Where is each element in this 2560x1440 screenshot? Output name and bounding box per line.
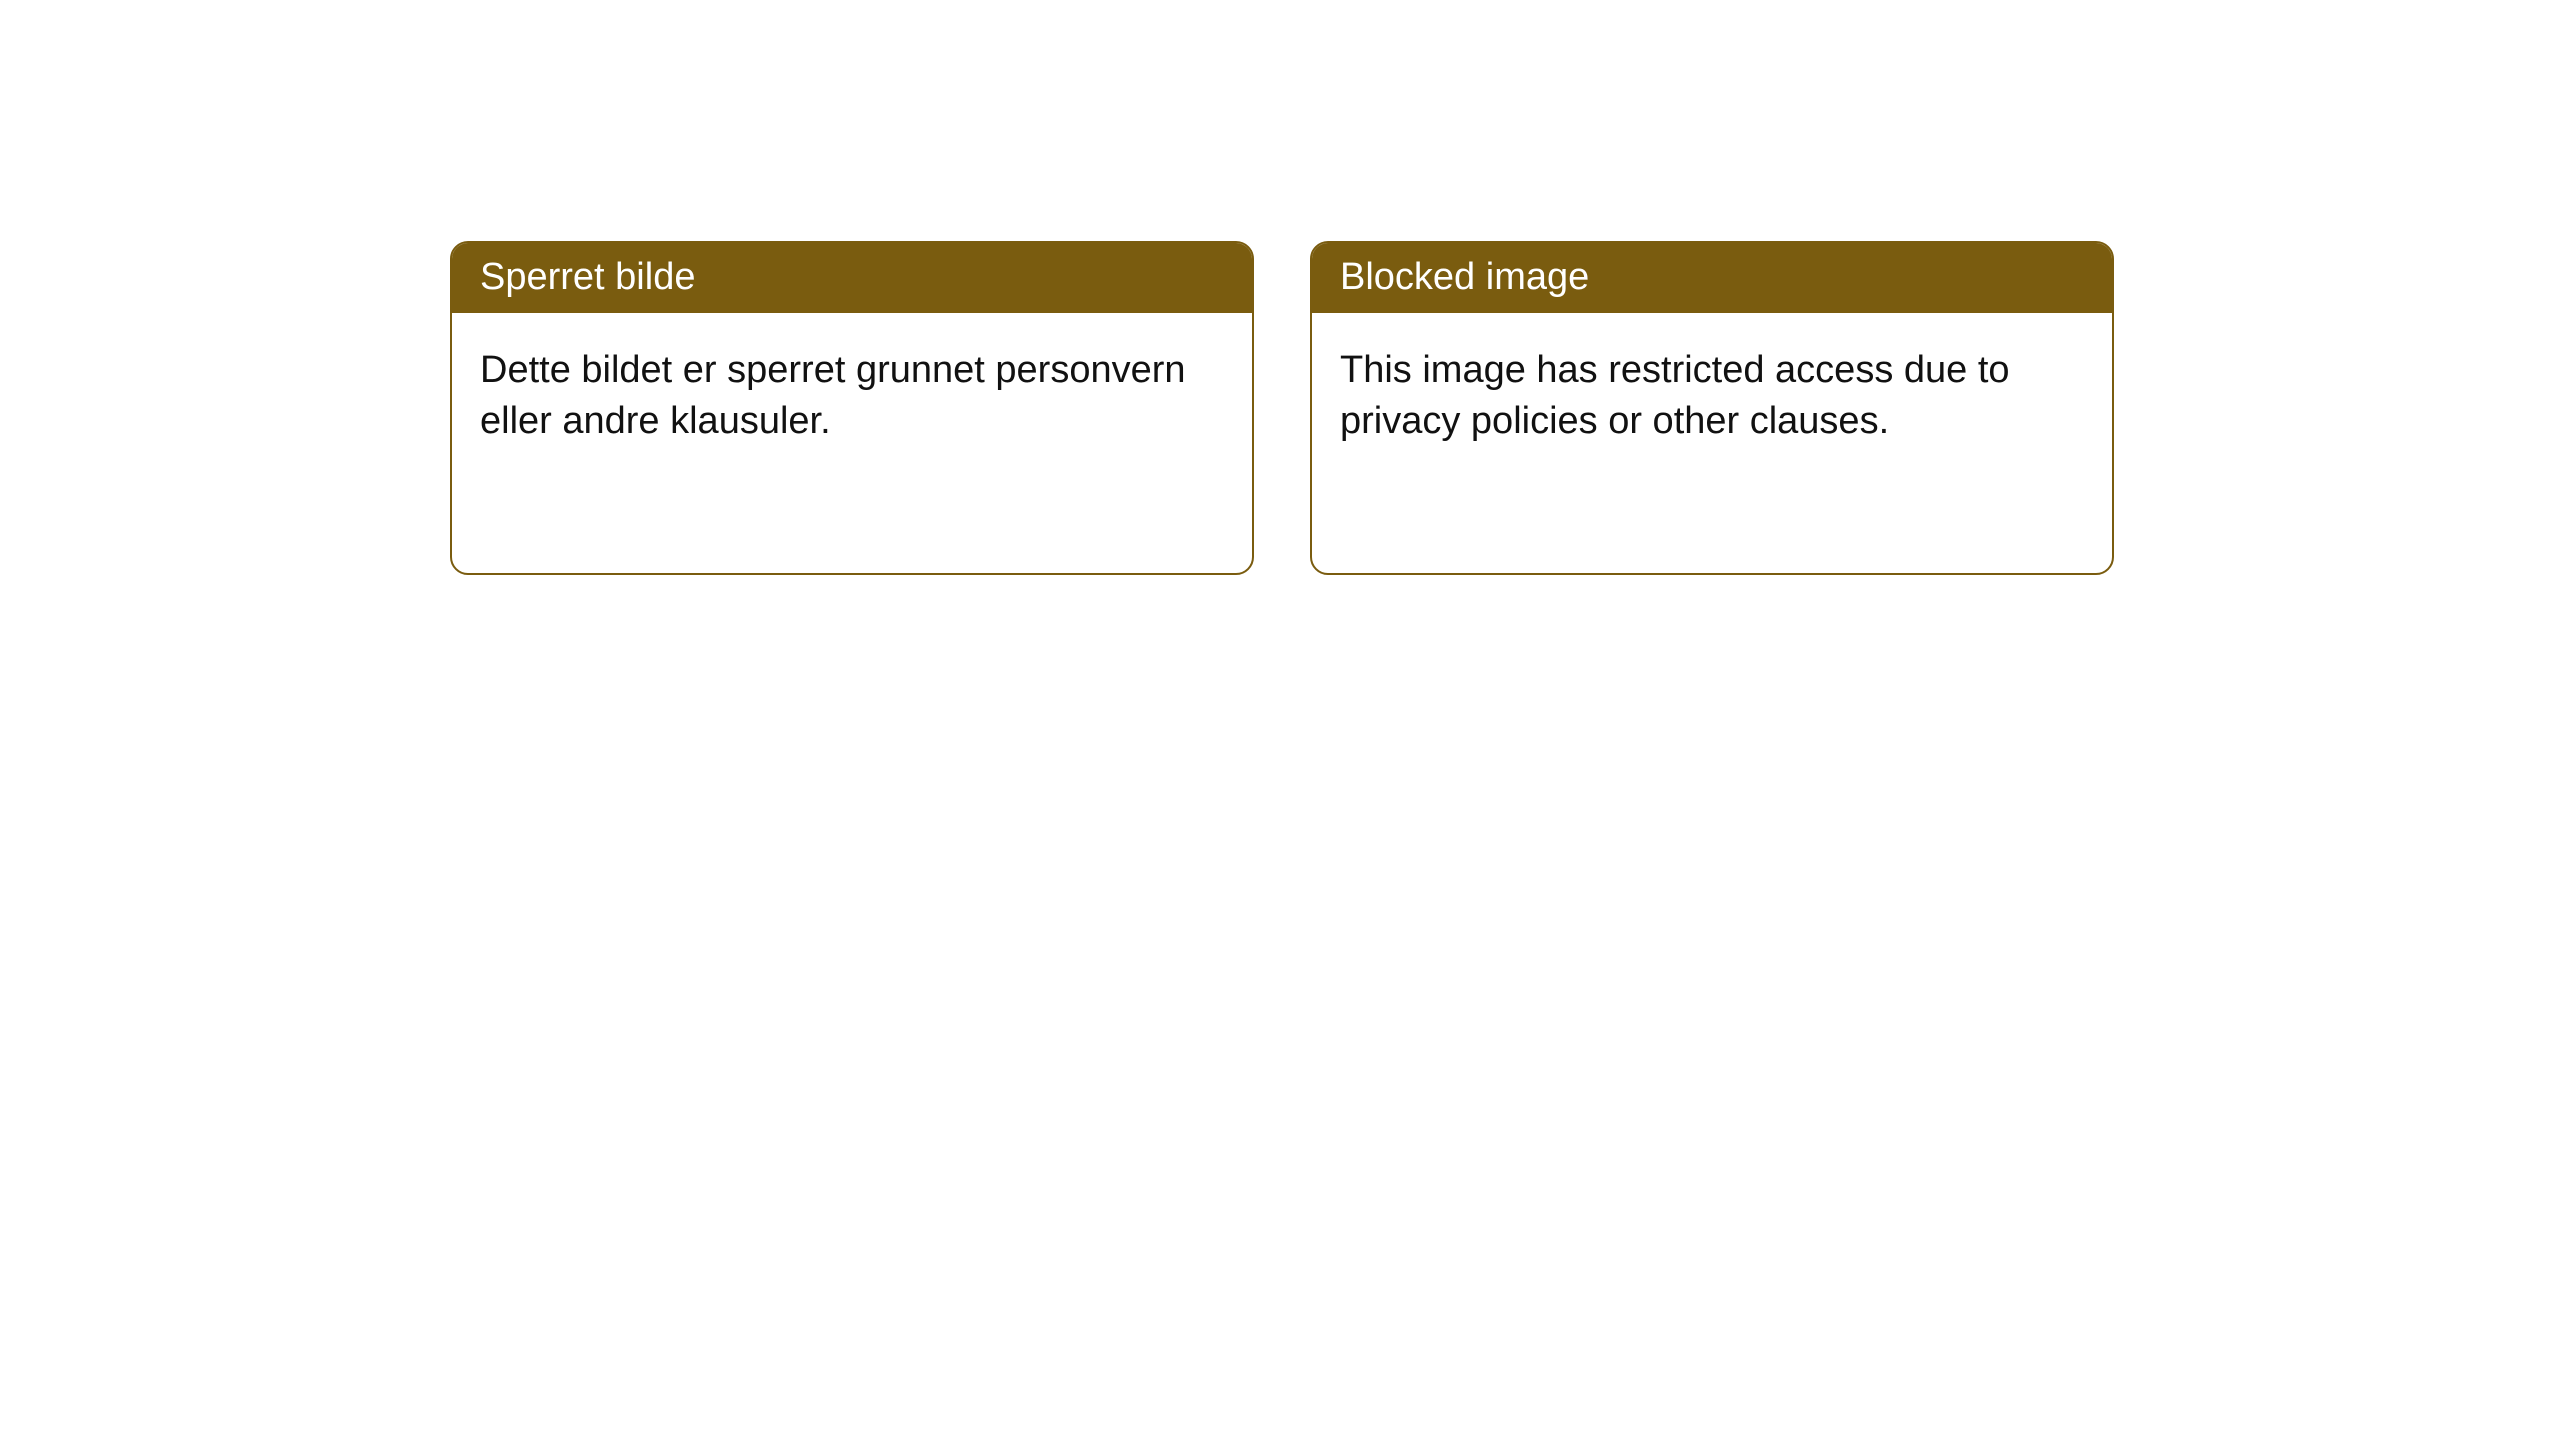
notice-body-english: This image has restricted access due to … bbox=[1312, 313, 2112, 480]
notice-title-english: Blocked image bbox=[1312, 243, 2112, 313]
notice-container: Sperret bilde Dette bildet er sperret gr… bbox=[0, 0, 2560, 575]
notice-card-english: Blocked image This image has restricted … bbox=[1310, 241, 2114, 575]
notice-body-norwegian: Dette bildet er sperret grunnet personve… bbox=[452, 313, 1252, 480]
notice-title-norwegian: Sperret bilde bbox=[452, 243, 1252, 313]
notice-card-norwegian: Sperret bilde Dette bildet er sperret gr… bbox=[450, 241, 1254, 575]
